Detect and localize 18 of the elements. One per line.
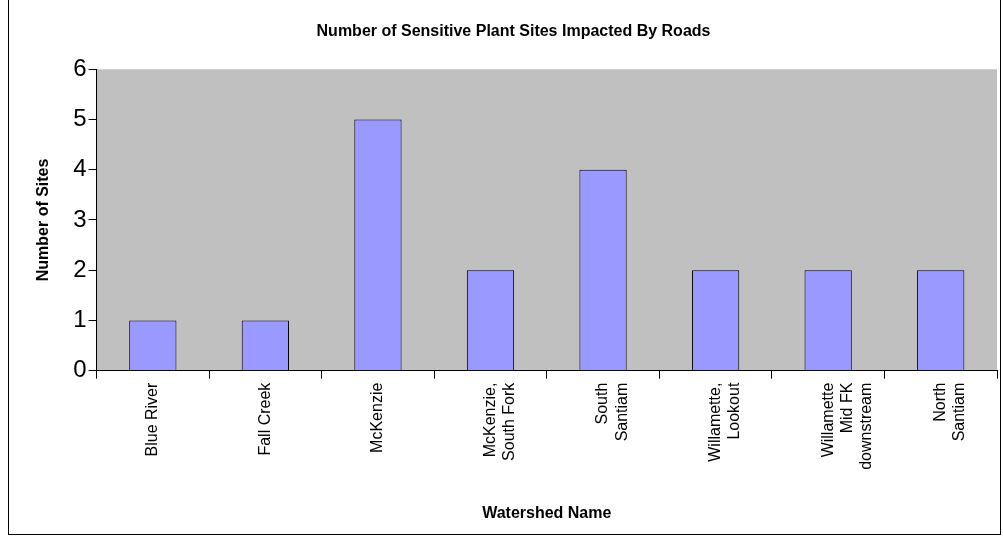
y-tick-label: 1 (73, 305, 87, 333)
x-tick-label: McKenzie, South Fork (480, 381, 518, 461)
x-tick-label: Willamette, Lookout (706, 382, 743, 462)
x-tick-label: Blue River (143, 381, 161, 457)
chart-title: Number of Sensitive Plant Sites Impacted By Roads (316, 22, 711, 40)
y-tick-label: 5 (73, 104, 87, 132)
x-tick-label: North Santiam (931, 382, 968, 442)
y-axis-title: Number of Sites (34, 158, 52, 282)
y-tick-label: 0 (73, 355, 87, 383)
y-tick-label: 2 (73, 254, 87, 282)
x-tick-label: South Santiam (593, 382, 630, 442)
x-axis-title: Watershed Name (482, 503, 612, 521)
x-tick-label: McKenzie (368, 382, 386, 453)
y-tick-label: 4 (73, 154, 87, 182)
x-tick-label: Fall Creek (255, 381, 273, 456)
x-tick-label: Willamette Mid FK downstream (818, 382, 874, 470)
y-tick-label: 6 (73, 53, 87, 81)
y-tick-label: 3 (73, 204, 87, 232)
